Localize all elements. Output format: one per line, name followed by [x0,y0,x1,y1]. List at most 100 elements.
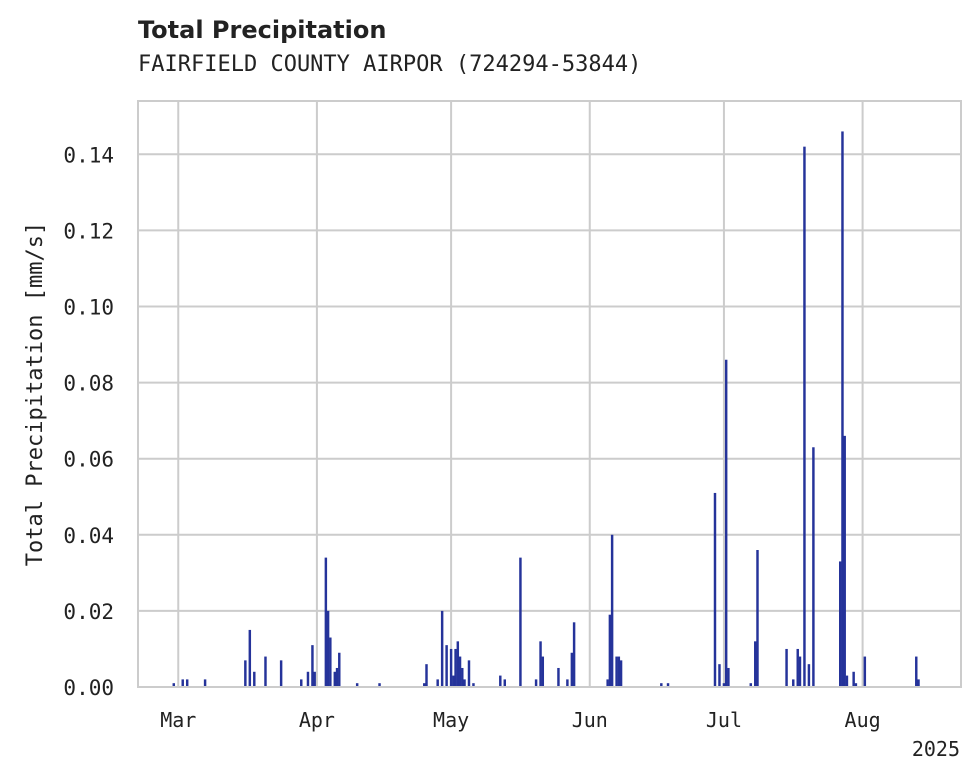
precip-bar [749,683,753,687]
grid-layer [138,101,961,687]
precip-bar [463,679,466,687]
y-tick-label: 0.14 [63,143,114,167]
precip-bar [472,683,475,687]
precip-bar [606,679,609,687]
precip-bar [863,656,867,687]
precip-bar [423,683,426,687]
x-tick-label: Mar [160,708,196,732]
precip-bar [467,660,471,687]
precip-bar [324,557,328,687]
precip-bar [854,683,858,687]
precip-bar [253,671,256,687]
precip-bar [445,645,448,687]
precip-bar [608,614,612,687]
precip-bar [566,679,569,687]
precip-bar [812,447,815,687]
precip-bar [539,641,542,687]
x-tick-label: Jul [706,708,742,732]
precip-bar [718,664,721,687]
precip-bar [264,656,267,687]
y-axis-label: Total Precipitation [mm/s] [23,222,48,566]
precip-bar [456,641,460,687]
precip-bar [503,679,506,687]
precip-bar [335,667,339,687]
precip-bar [724,359,728,687]
y-tick-label: 0.00 [63,676,114,700]
bar-layer [172,131,920,687]
precip-bar [338,652,341,687]
precip-bar [572,622,576,687]
precip-bar [792,679,795,687]
precip-bar [378,683,381,687]
precip-bar [796,648,799,687]
precip-bar [311,645,314,687]
precip-bar [326,610,330,687]
precip-bar [803,146,806,687]
precip-bar [617,656,621,687]
chart-subtitle: FAIRFIELD COUNTY AIRPOR (724294-53844) [138,52,642,77]
precip-bar [541,656,545,687]
x-axis-year-label: 2025 [912,737,960,761]
precip-bar [917,679,920,687]
y-tick-label: 0.08 [63,372,114,396]
precip-bar [570,652,574,687]
axis-layer: Mar Apr May Jun Jul Aug 0.00 0.02 0.04 0.06 0.08 0.… [63,143,880,732]
precip-bar [615,656,618,687]
precip-bar [727,667,730,687]
precip-bar [666,683,670,687]
precip-bar [172,683,176,687]
precip-bar [244,660,247,687]
precip-bar [436,679,439,687]
precip-bar [756,550,759,687]
precip-bar [300,679,303,687]
chart-title: Total Precipitation [138,16,387,44]
x-tick-label: May [433,708,469,732]
precip-bar [807,664,811,687]
precip-bar [449,648,453,687]
precip-bar [754,641,757,687]
precip-bar [355,683,359,687]
precip-bar [425,664,428,687]
precip-bar [454,648,457,687]
precip-bar [722,683,726,687]
precip-bar [452,675,455,687]
precip-bar [248,629,252,687]
y-tick-label: 0.10 [63,295,114,319]
precip-bar [843,435,846,687]
x-tick-label: Aug [845,708,881,732]
plot-frame [137,100,962,688]
precip-bar [713,492,717,687]
precip-bar [839,561,842,687]
precip-bar [534,679,538,687]
precip-bar [841,131,844,687]
precip-bar [279,660,283,687]
precip-bar [785,648,788,687]
precip-bar [852,671,855,687]
precip-bar [181,679,184,687]
precip-bar [798,656,802,687]
precip-bar [557,667,560,687]
precip-bar [306,671,310,687]
precip-bar [461,667,464,687]
precip-bar [610,534,614,687]
precip-bar [185,679,189,687]
precip-bar [519,557,522,687]
y-tick-label: 0.06 [63,448,114,472]
x-tick-label: Jun [572,708,608,732]
precip-bar [458,656,462,687]
precip-bar [313,671,316,687]
precip-bar [440,610,444,687]
y-tick-label: 0.04 [63,524,114,548]
precip-bar [915,656,918,687]
precip-bar [499,675,502,687]
y-tick-label: 0.12 [63,219,114,243]
y-tick-label: 0.02 [63,600,114,624]
x-tick-label: Apr [299,708,335,732]
precip-bar [329,637,332,687]
precip-bar [203,679,207,687]
precip-bar [845,675,849,687]
precip-bar [619,660,623,687]
precip-bar [333,671,337,687]
precip-bar [660,683,663,687]
